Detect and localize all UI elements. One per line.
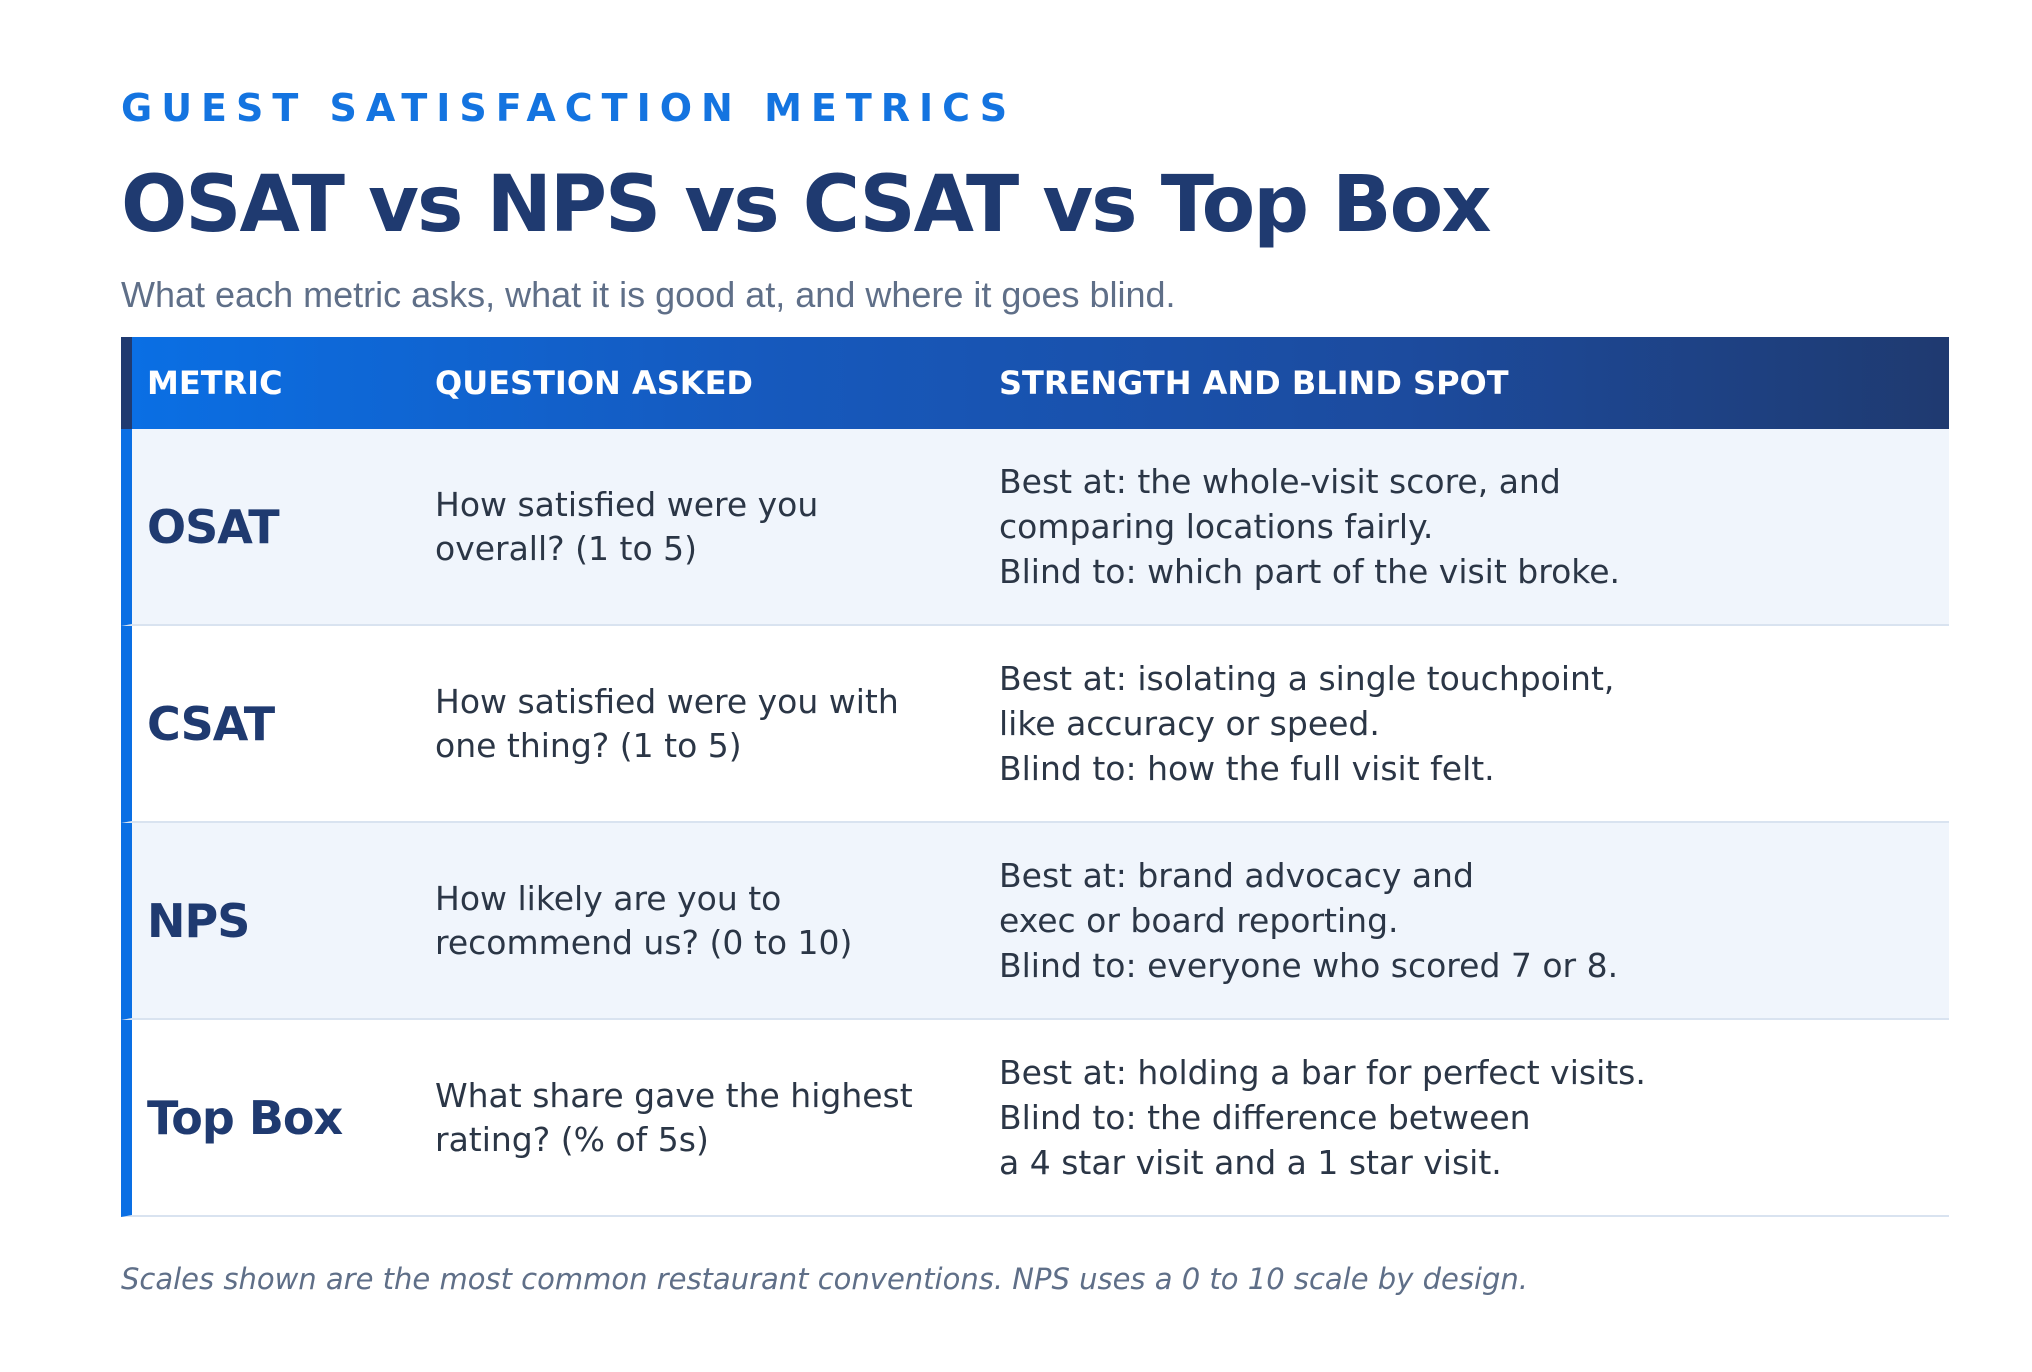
question-text: How satisfied were you with one thing? (…: [435, 681, 899, 765]
strength-text: Best at: the whole-visit score, and comp…: [999, 429, 1899, 624]
metric-name: CSAT: [147, 696, 275, 751]
strength-line: Blind to: how the full visit felt.: [999, 749, 1495, 788]
table-row-csat: CSAT How satisfied were you with one thi…: [121, 626, 1949, 823]
question-text: How satisfied were you overall? (1 to 5): [435, 484, 819, 568]
strength-line: a 4 star visit and a 1 star visit.: [999, 1143, 1502, 1182]
strength-text: Best at: isolating a single touchpoint, …: [999, 626, 1899, 821]
comparison-table: METRIC QUESTION ASKED STRENGTH AND BLIND…: [121, 337, 1949, 1217]
page-title: OSAT vs NPS vs CSAT vs Top Box: [121, 160, 1492, 250]
strength-line: Best at: isolating a single touchpoint,: [999, 659, 1615, 698]
strength-line: Best at: brand advocacy and: [999, 856, 1474, 895]
strength-line: Blind to: the difference between: [999, 1098, 1531, 1137]
strength-line: Best at: holding a bar for perfect visit…: [999, 1053, 1646, 1092]
strength-text: Best at: holding a bar for perfect visit…: [999, 1020, 1899, 1215]
eyebrow-label: GUEST SATISFACTION METRICS: [121, 86, 1017, 130]
strength-text: Best at: brand advocacy and exec or boar…: [999, 823, 1899, 1018]
column-header-metric: METRIC: [147, 364, 283, 402]
metric-name: OSAT: [147, 499, 280, 554]
strength-line: exec or board reporting.: [999, 901, 1399, 940]
table-row-top-box: Top Box What share gave the highest rati…: [121, 1020, 1949, 1217]
column-header-strength: STRENGTH AND BLIND SPOT: [999, 364, 1509, 402]
strength-line: like accuracy or speed.: [999, 704, 1380, 743]
question-text: How likely are you to recommend us? (0 t…: [435, 878, 853, 962]
question-text: What share gave the highest rating? (% o…: [435, 1075, 913, 1159]
strength-line: Blind to: which part of the visit broke.: [999, 552, 1620, 591]
table-header: METRIC QUESTION ASKED STRENGTH AND BLIND…: [121, 337, 1949, 429]
page-subtitle: What each metric asks, what it is good a…: [121, 274, 1176, 315]
strength-line: comparing locations fairly.: [999, 507, 1434, 546]
table-row-osat: OSAT How satisfied were you overall? (1 …: [121, 429, 1949, 626]
strength-line: Blind to: everyone who scored 7 or 8.: [999, 946, 1619, 985]
footnote: Scales shown are the most common restaur…: [121, 1262, 1529, 1296]
column-header-question: QUESTION ASKED: [435, 364, 753, 402]
table-row-nps: NPS How likely are you to recommend us? …: [121, 823, 1949, 1020]
metric-name: NPS: [147, 893, 250, 948]
metric-name: Top Box: [147, 1090, 343, 1145]
strength-line: Best at: the whole-visit score, and: [999, 462, 1561, 501]
